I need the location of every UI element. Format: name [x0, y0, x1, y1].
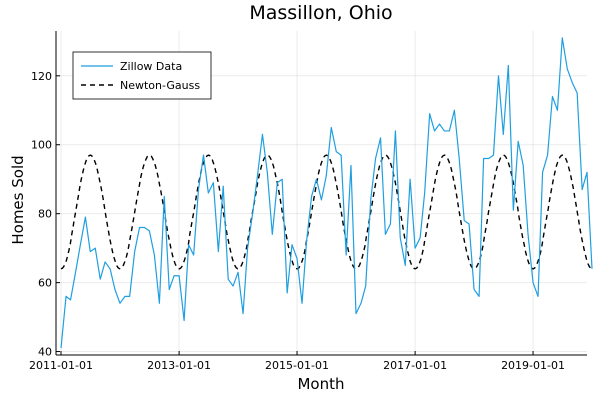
x-tick-label: 2015-01-01 — [265, 359, 329, 372]
y-ticks: 40 60 80 100 120 — [31, 70, 60, 359]
x-ticks: 2011-01-01 2013-01-01 2015-01-01 2017-01-01… — [29, 351, 565, 372]
y-axis-title: Homes Sold — [9, 155, 27, 244]
x-axis-title: Month — [297, 375, 344, 393]
legend-label-newton-gauss: Newton-Gauss — [120, 79, 200, 92]
series-zillow-data-line — [60, 37, 593, 349]
chart-title: Massillon, Ohio — [249, 2, 392, 24]
series-layer — [60, 37, 593, 349]
legend-label-zillow-data: Zillow Data — [120, 60, 182, 73]
y-tick-label: 40 — [38, 346, 52, 359]
x-tick-label: 2019-01-01 — [501, 359, 565, 372]
y-tick-label: 120 — [31, 70, 52, 83]
x-tick-label: 2017-01-01 — [383, 359, 447, 372]
legend: Zillow Data Newton-Gauss — [72, 51, 212, 100]
axes — [55, 31, 587, 356]
y-tick-label: 60 — [38, 277, 52, 290]
series-newton-gauss-line — [60, 154, 593, 270]
y-tick-label: 80 — [38, 208, 52, 221]
x-tick-label: 2011-01-01 — [29, 359, 93, 372]
y-tick-label: 100 — [31, 139, 52, 152]
x-tick-label: 2013-01-01 — [147, 359, 211, 372]
legend-box — [72, 51, 212, 100]
